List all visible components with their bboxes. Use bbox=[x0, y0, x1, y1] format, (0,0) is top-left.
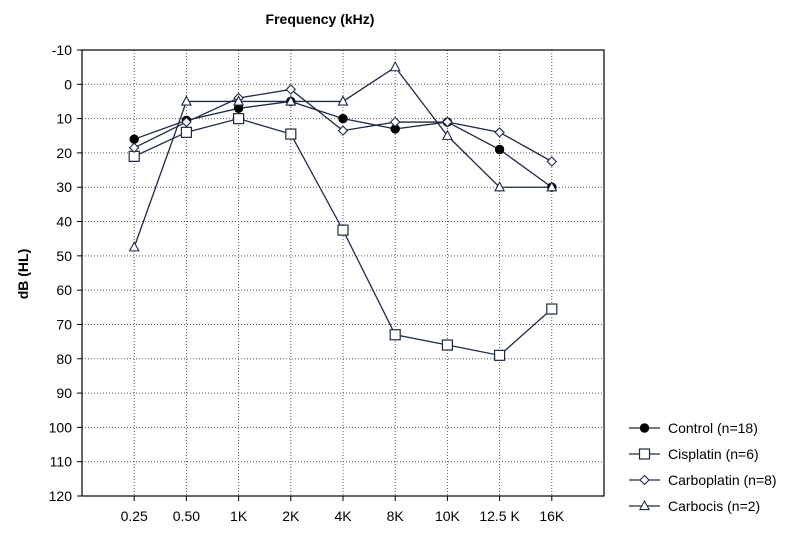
y-tick-label: 0 bbox=[64, 76, 72, 92]
legend-marker bbox=[638, 448, 651, 460]
x-tick-label: 1K bbox=[230, 508, 248, 524]
chart-title: Frequency (kHz) bbox=[266, 11, 375, 27]
data-point-cisplatin bbox=[389, 329, 401, 341]
x-tick-label: 10K bbox=[435, 508, 461, 524]
y-tick-label: 120 bbox=[49, 488, 73, 504]
y-tick-label: 60 bbox=[56, 282, 72, 298]
data-point-cisplatin bbox=[285, 128, 297, 140]
plot-frame bbox=[81, 49, 605, 497]
data-point-cisplatin bbox=[180, 126, 192, 138]
data-point-carbocis bbox=[285, 95, 297, 106]
legend-label: Cisplatin (n=6) bbox=[668, 446, 759, 462]
y-tick-label: 10 bbox=[56, 111, 72, 127]
y-tick-label: 90 bbox=[56, 385, 72, 401]
data-point-control bbox=[129, 134, 139, 144]
x-tick-label: 4K bbox=[334, 508, 352, 524]
data-point-cisplatin bbox=[494, 349, 506, 361]
data-point-carbocis bbox=[441, 129, 453, 140]
data-point-carboplatin bbox=[128, 142, 140, 154]
legend-marker bbox=[639, 423, 650, 433]
series-line-carbocis bbox=[133, 66, 552, 248]
data-point-control bbox=[338, 113, 348, 124]
y-tick-label: 20 bbox=[56, 145, 72, 161]
y-tick-label: 110 bbox=[50, 454, 73, 470]
data-point-carbocis bbox=[233, 95, 245, 106]
data-point-cisplatin bbox=[441, 339, 453, 351]
data-point-carbocis bbox=[128, 241, 140, 252]
data-point-carboplatin bbox=[389, 116, 401, 128]
y-tick-label: 50 bbox=[56, 248, 72, 264]
legend-marker bbox=[638, 499, 651, 511]
data-point-carboplatin bbox=[181, 116, 192, 128]
data-point-carboplatin bbox=[337, 125, 349, 136]
legend-label: Control (n=18) bbox=[668, 420, 758, 436]
data-point-carbocis bbox=[180, 95, 192, 106]
x-tick-label: 0.25 bbox=[121, 508, 148, 524]
x-tick-label: 0.50 bbox=[173, 508, 200, 524]
data-point-carbocis bbox=[389, 60, 401, 72]
data-point-carbocis bbox=[494, 181, 506, 192]
y-tick-label: 40 bbox=[56, 214, 72, 230]
data-point-carbocis bbox=[546, 181, 558, 192]
y-tick-label: -10 bbox=[52, 42, 72, 58]
data-point-control bbox=[494, 144, 505, 155]
x-tick-label: 12.5 K bbox=[479, 508, 520, 524]
data-point-carboplatin bbox=[546, 156, 558, 167]
data-point-cisplatin bbox=[337, 224, 349, 236]
data-point-carboplatin bbox=[285, 84, 297, 95]
data-point-carbocis bbox=[337, 95, 349, 106]
data-point-carboplatin bbox=[494, 127, 505, 138]
y-tick-label: 100 bbox=[49, 419, 73, 435]
x-tick-label: 2K bbox=[282, 508, 300, 524]
y-tick-label: 70 bbox=[56, 316, 72, 332]
x-tick-label: 8K bbox=[387, 508, 405, 524]
y-tick-label: 30 bbox=[56, 179, 72, 195]
data-point-carboplatin bbox=[442, 116, 453, 128]
y-axis-label: dB (HL) bbox=[15, 249, 31, 300]
legend-label: Carbocis (n=2) bbox=[668, 498, 760, 514]
y-tick-label: 80 bbox=[56, 351, 72, 367]
legend-label: Carboplatin (n=8) bbox=[668, 472, 777, 488]
x-tick-label: 16K bbox=[539, 508, 565, 524]
data-point-cisplatin bbox=[546, 303, 558, 315]
data-point-cisplatin bbox=[233, 113, 245, 125]
legend-marker bbox=[639, 474, 650, 486]
